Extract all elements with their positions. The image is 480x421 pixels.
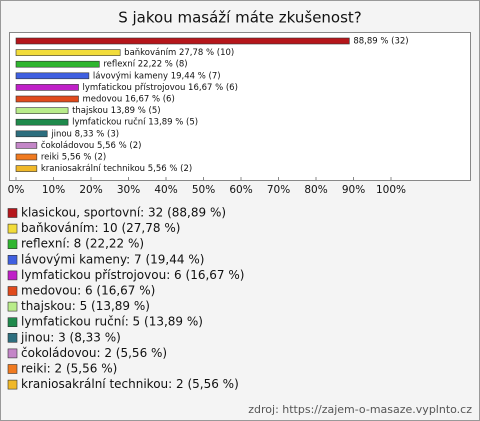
bar [15,142,38,149]
legend-swatch [7,270,18,281]
legend-swatch [7,379,18,390]
value-label: baňkováním 27,78 % (10) [124,47,234,58]
value-label: 88,89 % (32) [353,37,408,47]
legend-label: medovou: 6 (16,67 %) [21,284,155,298]
x-tick-label: 70% [267,184,290,196]
x-tick-label: 90% [342,184,365,196]
value-label: lymfatickou přístrojovou 16,67 % (6) [83,83,238,93]
x-tick-label: 100% [376,184,406,196]
x-tick-label: 60% [229,184,252,196]
bar [15,130,48,138]
legend-label: jinou: 3 (8,33 %) [20,330,121,344]
bar [15,72,90,80]
value-label: reiki 5,56 % (2) [41,153,106,163]
value-label: čokoládovou 5,56 % (2) [41,140,142,151]
bar [15,107,69,114]
legend-label: baňkováním: 10 (27,78 %) [21,221,180,235]
bar [15,153,38,161]
bar [15,60,100,68]
legend-swatch [7,223,18,234]
bar [15,37,350,45]
legend-swatch [7,255,18,265]
legend-swatch [7,317,18,328]
legend-swatch [7,286,18,296]
legend-swatch [7,348,18,359]
value-label: jinou 8,33 % (3) [50,129,119,139]
legend-label: kraniosakrální technikou: 2 (5,56 %) [21,377,239,391]
legend-label: lávovými kameny: 7 (19,44 %) [21,252,204,266]
x-tick-label: 0% [8,184,25,196]
value-label: thajskou 13,89 % (5) [72,106,160,116]
value-label: lymfatickou ruční 13,89 % (5) [72,117,198,128]
x-tick-label: 50% [192,184,215,196]
legend-swatch [7,239,18,249]
bar [15,84,79,91]
bar [15,118,69,126]
bar [15,95,79,103]
value-label: reflexní 22,22 % (8) [103,60,187,70]
legend-swatch [7,332,18,343]
legend-label: reiki: 2 (5,56 %) [21,362,117,376]
plot-area [9,32,471,181]
value-label: medovou 16,67 % (6) [83,95,175,105]
legend-swatch [7,364,18,374]
x-tick-label: 20% [79,184,102,196]
bar [15,165,38,172]
legend-label: klasickou, sportovní: 32 (88,89 %) [21,206,226,220]
chart-title: S jakou masáží máte zkušenost? [118,9,362,27]
bar [15,49,121,56]
x-tick-label: 40% [154,184,177,196]
legend-label: thajskou: 5 (13,89 %) [21,299,150,313]
value-label: kraniosakrální technikou 5,56 % (2) [41,164,192,174]
value-label: lávovými kameny 19,44 % (7) [93,71,221,81]
x-tick-label: 30% [117,184,140,196]
source: zdroj: https://zajem-o-masaze.vyplnto.cz [248,403,472,416]
x-tick-label: 10% [42,184,65,196]
x-tick-label: 80% [304,184,327,196]
legend-label: lymfatickou přístrojovou: 6 (16,67 %) [21,268,244,282]
legend-swatch [7,301,18,312]
legend-label: čokoládovou: 2 (5,56 %) [21,346,167,360]
legend-label: lymfatickou ruční: 5 (13,89 %) [21,315,203,329]
legend-swatch [7,208,18,218]
legend-label: reflexní: 8 (22,22 %) [21,237,144,251]
